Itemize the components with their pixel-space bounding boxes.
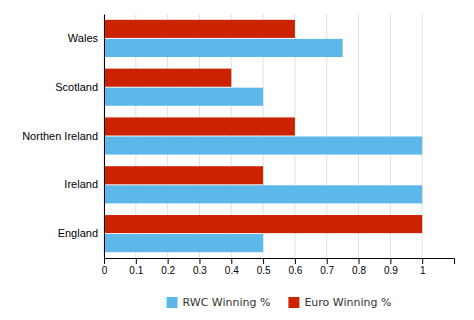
tick: 0.5 bbox=[257, 258, 271, 276]
tick-mark bbox=[263, 258, 264, 264]
plot: 0 0.1 0.2 0.3 0.4 0.5 0.6 0.7 0.8 0.9 1 Wales Scotla… bbox=[22, 14, 454, 276]
tick: 0.3 bbox=[193, 258, 207, 276]
x-axis: 0 0.1 0.2 0.3 0.4 0.5 0.6 0.7 0.8 0.9 1 bbox=[102, 258, 455, 276]
legend-swatch bbox=[288, 297, 299, 308]
series bbox=[104, 39, 422, 252]
tick-label: 0.3 bbox=[193, 265, 207, 276]
bar bbox=[104, 20, 295, 38]
tick-label: England bbox=[58, 227, 98, 239]
tick: 0.8 bbox=[352, 258, 366, 276]
tick-label: Scotland bbox=[55, 81, 98, 93]
tick: 0.2 bbox=[161, 258, 175, 276]
grid-line bbox=[104, 14, 105, 258]
tick-label: 0.2 bbox=[161, 265, 175, 276]
tick: 0.7 bbox=[320, 258, 334, 276]
tick-mark bbox=[390, 258, 391, 264]
tick: 0.6 bbox=[288, 258, 302, 276]
legend-swatch bbox=[167, 297, 178, 308]
tick-mark bbox=[168, 258, 169, 264]
bar bbox=[104, 117, 295, 135]
tick-mark bbox=[359, 258, 360, 264]
tick-mark bbox=[104, 258, 105, 264]
tick: Wales bbox=[68, 32, 104, 44]
bar bbox=[104, 234, 263, 252]
bar bbox=[104, 185, 422, 203]
tick: Ireland bbox=[64, 178, 104, 190]
tick-label: 0.1 bbox=[129, 265, 143, 276]
axis-line bbox=[105, 259, 455, 265]
tick-label: 0.7 bbox=[320, 265, 334, 276]
tick: 0 bbox=[102, 258, 108, 276]
bar bbox=[104, 69, 231, 87]
legend-item: Euro Winning % bbox=[288, 296, 391, 309]
tick-label: Ireland bbox=[64, 178, 98, 190]
legend: RWC Winning % Euro Winning % bbox=[167, 296, 392, 309]
chart: 0 0.1 0.2 0.3 0.4 0.5 0.6 0.7 0.8 0.9 1 Wales Scotla… bbox=[0, 0, 474, 320]
legend-item: RWC Winning % bbox=[167, 296, 271, 309]
bar bbox=[104, 215, 422, 233]
tick-label: 0.4 bbox=[225, 265, 239, 276]
tick: Northen Ireland bbox=[22, 130, 104, 142]
grid bbox=[104, 14, 422, 258]
tick-label: 0.8 bbox=[352, 265, 366, 276]
bars bbox=[104, 20, 422, 252]
tick-label: 0.6 bbox=[288, 265, 302, 276]
tick: 1 bbox=[420, 258, 426, 276]
tick-mark bbox=[231, 258, 232, 264]
tick: 0.9 bbox=[384, 258, 398, 276]
bar bbox=[104, 166, 263, 184]
tick-label: Northen Ireland bbox=[22, 130, 98, 142]
tick-label: 0.9 bbox=[384, 265, 398, 276]
legend-label: RWC Winning % bbox=[183, 296, 271, 309]
tick: Scotland bbox=[55, 81, 104, 93]
bar bbox=[104, 136, 422, 154]
tick: 0.1 bbox=[129, 258, 143, 276]
bar bbox=[104, 88, 263, 106]
tick: England bbox=[58, 227, 104, 239]
tick-mark bbox=[199, 258, 200, 264]
tick-mark bbox=[422, 258, 423, 264]
tick-label: 1 bbox=[420, 265, 426, 276]
axis-line bbox=[104, 15, 105, 259]
tick-mark bbox=[295, 258, 296, 264]
tick: 0.4 bbox=[225, 258, 239, 276]
tick-mark bbox=[327, 258, 328, 264]
bar bbox=[104, 39, 343, 57]
series bbox=[104, 20, 422, 233]
tick-label: 0.5 bbox=[257, 265, 271, 276]
tick-label: 0 bbox=[102, 265, 108, 276]
legend-label: Euro Winning % bbox=[304, 296, 391, 309]
tick-mark bbox=[136, 258, 137, 264]
y-axis: Wales Scotland Northen Ireland Ireland Engla… bbox=[22, 15, 104, 259]
tick-label: Wales bbox=[68, 32, 99, 44]
